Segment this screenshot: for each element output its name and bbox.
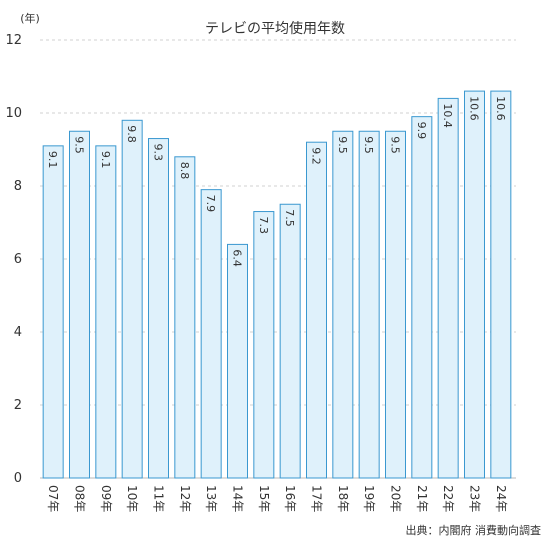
y-tick-label: 10 <box>5 106 22 121</box>
bar <box>200 189 222 479</box>
bar-value-labels: 9.1 9.5 9.1 9.8 9.3 8.8 7.9 6.4 7.3 7.5 9.2 9.5 9.5 9… <box>46 96 507 267</box>
source-note: 出典：内閣府 消費動向調査 <box>406 523 542 537</box>
bar <box>42 145 64 479</box>
bar <box>95 145 117 479</box>
bar <box>306 141 327 479</box>
bar <box>174 156 196 479</box>
x-tick-label: 21年 <box>415 485 429 512</box>
bar <box>121 119 143 479</box>
bar-value-label: 9.8 <box>125 125 138 143</box>
bar-value-label: 8.8 <box>178 162 191 180</box>
y-tick-label: 6 <box>14 252 22 267</box>
bar-value-label: 9.5 <box>336 136 349 154</box>
bar-value-label: 9.1 <box>46 151 59 169</box>
bar-value-label: 10.6 <box>494 96 507 121</box>
bar <box>411 116 433 479</box>
x-tick-label: 20年 <box>389 485 403 512</box>
x-axis-ticks: 07年 08年 09年 10年 11年 12年 13年 14年 15年 16年 17年 18年 19年 2… <box>46 485 508 512</box>
bar <box>279 203 301 479</box>
bar-value-label: 10.4 <box>441 103 454 128</box>
bar <box>148 138 169 479</box>
bar <box>253 211 275 479</box>
bar-value-label: 7.5 <box>283 209 296 227</box>
bar-value-label: 7.3 <box>257 217 270 235</box>
x-tick-label: 09年 <box>99 485 113 512</box>
x-tick-label: 10年 <box>125 485 139 512</box>
y-tick-label: 0 <box>14 471 22 486</box>
bar-value-label: 9.2 <box>310 147 323 165</box>
bar <box>490 90 512 479</box>
gridlines <box>40 39 516 479</box>
x-tick-label: 17年 <box>310 485 324 512</box>
x-tick-label: 15年 <box>257 485 271 512</box>
x-tick-label: 23年 <box>468 485 482 512</box>
x-tick-label: 16年 <box>283 485 297 512</box>
bar-value-label: 9.1 <box>99 151 112 169</box>
y-tick-label: 12 <box>5 33 22 48</box>
y-axis-ticks: 0 2 4 6 8 10 12 <box>5 33 22 486</box>
chart-title: テレビの平均使用年数 <box>205 20 345 37</box>
x-tick-label: 24年 <box>494 485 508 512</box>
bar <box>437 97 459 479</box>
y-tick-label: 4 <box>14 325 22 340</box>
x-tick-label: 12年 <box>178 485 192 512</box>
bar <box>358 130 380 479</box>
x-tick-label: 22年 <box>441 485 455 512</box>
x-tick-label: 11年 <box>152 485 166 512</box>
y-tick-label: 2 <box>14 398 22 413</box>
x-tick-label: 08年 <box>73 485 87 512</box>
y-tick-label: 8 <box>14 179 22 194</box>
bar-value-label: 9.5 <box>73 136 86 154</box>
bar <box>385 130 406 479</box>
bar <box>227 243 248 479</box>
bar-series <box>42 90 512 479</box>
bar-value-label: 9.9 <box>415 122 428 139</box>
bar-value-label: 10.6 <box>468 96 481 121</box>
bar-value-label: 6.4 <box>231 249 244 267</box>
bar <box>332 130 354 479</box>
bar <box>69 130 90 479</box>
bar-value-label: 9.5 <box>362 136 375 154</box>
x-tick-label: 14年 <box>231 485 245 512</box>
y-axis-unit-label: (年) <box>20 11 40 25</box>
bar-value-label: 9.5 <box>389 136 402 154</box>
bar <box>464 90 485 479</box>
x-tick-label: 13年 <box>204 485 218 512</box>
x-tick-label: 19年 <box>362 485 376 512</box>
x-tick-label: 07年 <box>46 485 60 512</box>
bar-value-label: 7.9 <box>204 195 217 213</box>
x-tick-label: 18年 <box>336 485 350 512</box>
bar-value-label: 9.3 <box>152 144 165 162</box>
